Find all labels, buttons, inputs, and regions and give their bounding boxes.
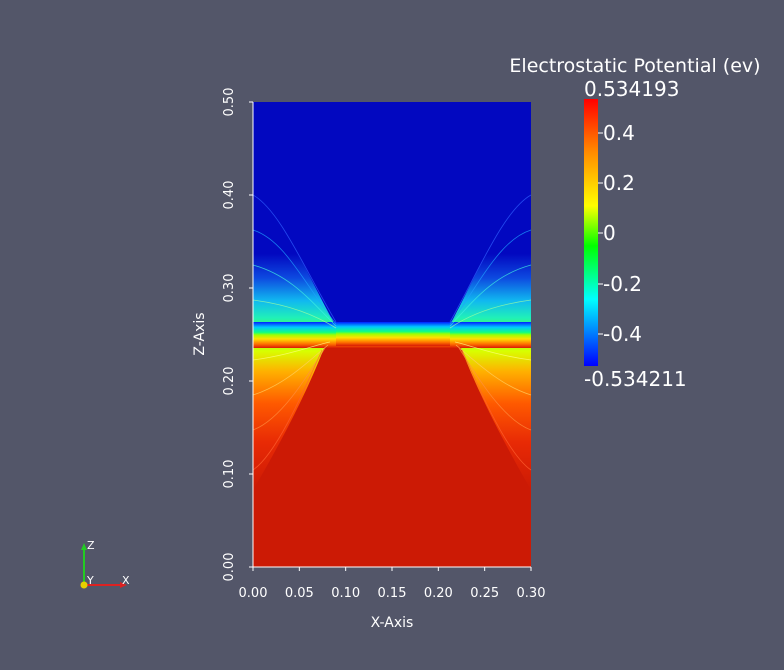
colorbar-tick-label: 0.2 — [603, 171, 635, 195]
x-tick-label: 0.20 — [424, 586, 453, 601]
x-tick-label: 0.15 — [378, 586, 407, 601]
left-lower-gradient — [253, 332, 330, 490]
x-tick-label: 0.00 — [239, 586, 268, 601]
colorbar-tick-label: -0.2 — [603, 272, 642, 296]
colorbar-gradient — [584, 99, 598, 366]
right-upper-gradient — [450, 190, 531, 332]
x-tick-label: 0.05 — [285, 586, 314, 601]
z-tick-label: 0.40 — [222, 181, 237, 210]
z-tick-label: 0.10 — [222, 460, 237, 489]
z-tick-label: 0.30 — [222, 274, 237, 303]
colorbar: Electrostatic Potential (ev) 0.534193 0.… — [509, 55, 760, 391]
x-axis-title: X-Axis — [371, 615, 414, 631]
colorbar-title: Electrostatic Potential (ev) — [509, 55, 760, 77]
orientation-axes-widget[interactable]: Z Y X — [80, 539, 131, 589]
z-arrow-icon — [81, 543, 87, 550]
junction-core — [336, 322, 450, 346]
colorbar-tick-label: -0.4 — [603, 322, 642, 346]
colorbar-min-label: -0.534211 — [584, 367, 687, 391]
contour-lines — [252, 194, 532, 471]
x-tick-label: 0.25 — [470, 586, 499, 601]
orientation-x-label: X — [122, 574, 130, 587]
x-tick-label: 0.30 — [517, 586, 546, 601]
z-tick-label: 0.50 — [222, 88, 237, 117]
z-tick-label: 0.20 — [222, 367, 237, 396]
colorbar-tick-label: 0 — [603, 221, 616, 245]
potential-field-plot[interactable] — [252, 102, 532, 567]
z-tick-label: 0.00 — [222, 553, 237, 582]
colorbar-max-label: 0.534193 — [584, 77, 679, 101]
z-axis-title: Z-Axis — [192, 312, 208, 355]
y-axis-dot-icon — [80, 581, 88, 589]
left-upper-gradient — [253, 190, 335, 332]
colorbar-tick-label: 0.4 — [603, 121, 635, 145]
orientation-y-label: Y — [86, 574, 94, 587]
x-axis: 0.00 0.05 0.10 0.15 0.20 0.25 0.30 X-Axis — [239, 566, 546, 631]
x-arrow-icon — [120, 582, 127, 588]
z-axis: 0.00 0.10 0.20 0.30 0.40 0.50 Z-Axis — [192, 88, 254, 582]
x-tick-label: 0.10 — [331, 586, 360, 601]
orientation-z-label: Z — [87, 539, 95, 552]
